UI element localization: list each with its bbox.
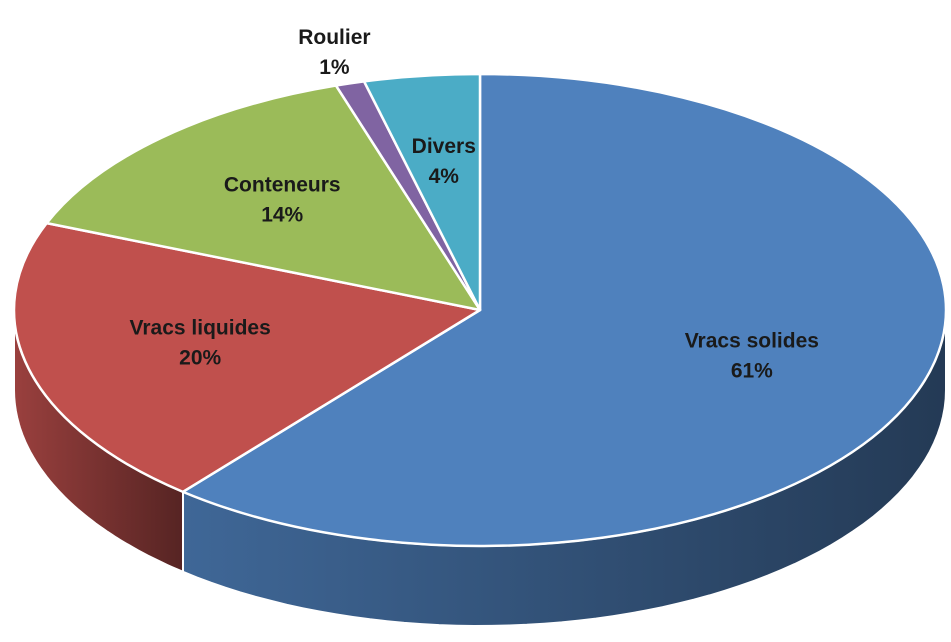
label-category: Roulier <box>298 26 370 49</box>
label-value: 20% <box>179 346 221 369</box>
slice <box>362 72 482 312</box>
data-label: Vracs solides 61% <box>685 330 819 383</box>
slice <box>12 221 482 494</box>
label-category: Conteneurs <box>224 173 341 196</box>
label-value: 14% <box>261 203 303 226</box>
data-label: Divers 4% <box>412 135 476 188</box>
slice <box>181 72 948 548</box>
data-label: Conteneurs 14% <box>224 173 341 226</box>
label-category: Divers <box>412 135 476 158</box>
data-label: Roulier 1% <box>298 26 370 79</box>
label-value: 61% <box>731 360 773 383</box>
label-value: 1% <box>319 56 350 79</box>
label-category: Vracs solides <box>685 330 819 353</box>
data-label: Vracs liquides 20% <box>130 316 271 369</box>
label-value: 4% <box>429 165 460 188</box>
label-category: Vracs liquides <box>130 316 271 339</box>
